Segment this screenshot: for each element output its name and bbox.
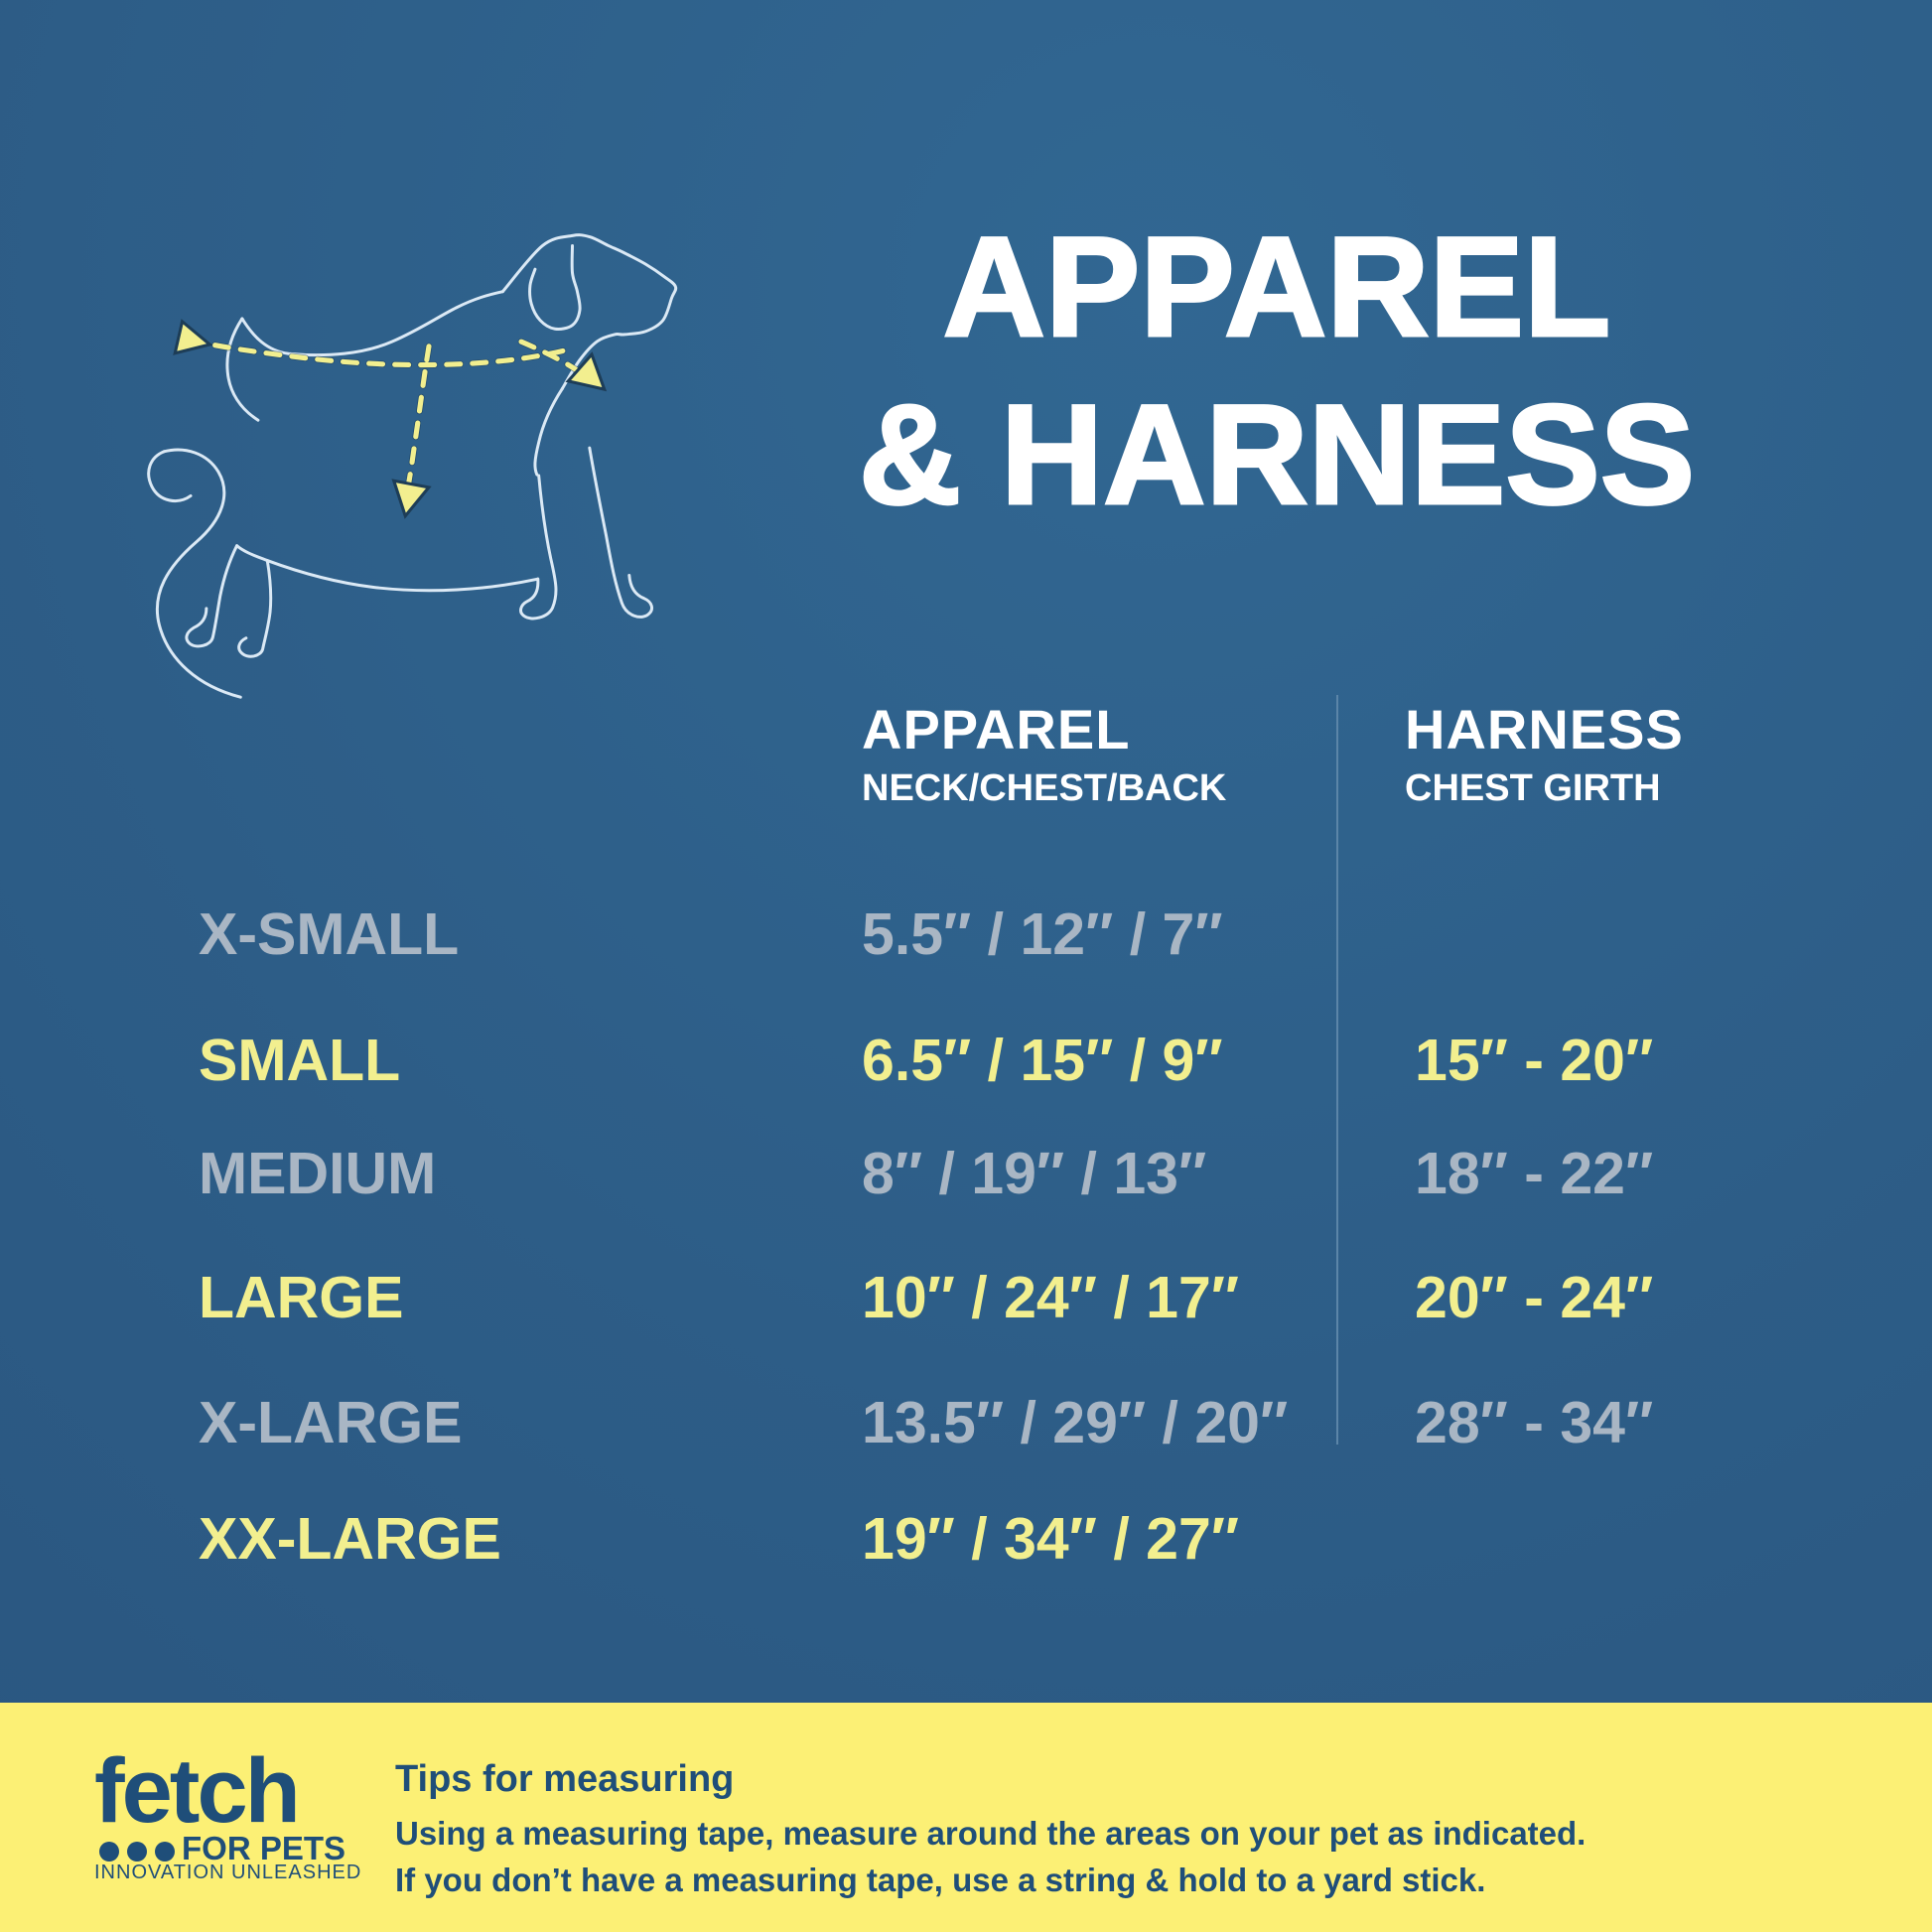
svg-text:INNOVATION UNLEASHED: INNOVATION UNLEASHED <box>94 1862 361 1881</box>
svg-text:fetch: fetch <box>94 1740 298 1842</box>
